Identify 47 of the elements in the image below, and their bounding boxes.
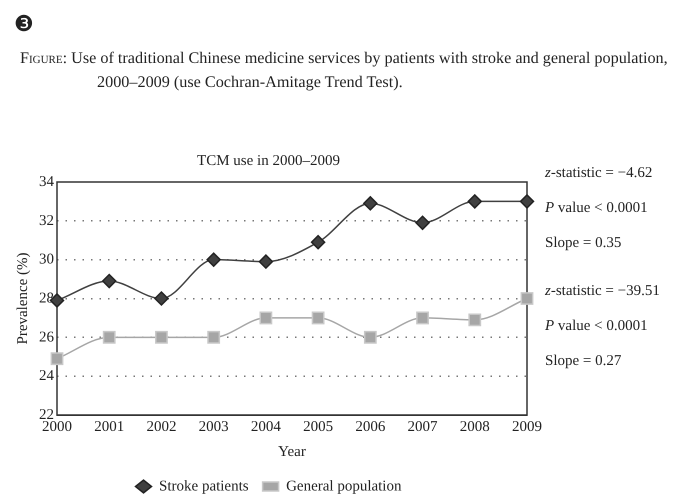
x-tick-label: 2007: [408, 418, 438, 435]
x-tick-label: 2002: [146, 418, 176, 435]
y-tick-label: 26: [39, 329, 54, 346]
text: P value < 0.0001: [545, 318, 648, 335]
x-tick-label: 2008: [460, 418, 490, 435]
text: Slope = 0.35: [545, 235, 622, 252]
legend-label: Stroke patients: [159, 478, 249, 494]
x-axis-title: Year: [278, 444, 306, 460]
point: [312, 312, 325, 324]
point: [520, 194, 534, 209]
point: [259, 312, 272, 324]
chart-subtitle: Figure: Use of traditional Chinese medicine services by patients with stroke and general population, 2000–2009 (use Cochran-Amitage Trend Test).: [20, 48, 669, 93]
point: [468, 194, 482, 209]
y-tick-label: 30: [39, 252, 54, 268]
point: [416, 312, 429, 324]
point: [102, 330, 116, 344]
point: [364, 330, 377, 344]
chart-title: TCM use in 2000–2009: [197, 152, 340, 169]
x-tick-label: 2009: [512, 418, 542, 435]
y-tick-label: 32: [39, 212, 54, 229]
x-tick-label: 2003: [198, 418, 229, 435]
point: [258, 254, 274, 269]
point: [155, 330, 168, 344]
y-tick-label: 24: [39, 368, 54, 384]
legend-label: General population: [286, 478, 402, 494]
x-tick-label: 2004: [250, 418, 282, 435]
y-tick-label: 34: [39, 174, 54, 190]
x-tick-label: 2005: [303, 418, 334, 435]
point: [206, 252, 221, 267]
point: [154, 291, 169, 306]
text: z-statistic = −4.62: [545, 165, 652, 182]
point: [310, 234, 326, 250]
y-axis-title: Prevalence (%): [14, 252, 31, 345]
point: [363, 196, 378, 211]
text: ❸: [14, 12, 34, 37]
text: P value < 0.0001: [545, 200, 648, 217]
text: Slope = 0.27: [545, 353, 622, 370]
point: [415, 216, 430, 230]
x-tick-label: 2006: [355, 418, 386, 435]
point: [102, 274, 116, 288]
point: [207, 330, 220, 344]
x-tick-label: 2000: [42, 418, 72, 435]
point: [520, 292, 534, 305]
x-tick-label: 2001: [94, 418, 124, 435]
point: [50, 352, 64, 366]
point: [468, 313, 482, 326]
text: z-statistic = −39.51: [545, 283, 660, 300]
